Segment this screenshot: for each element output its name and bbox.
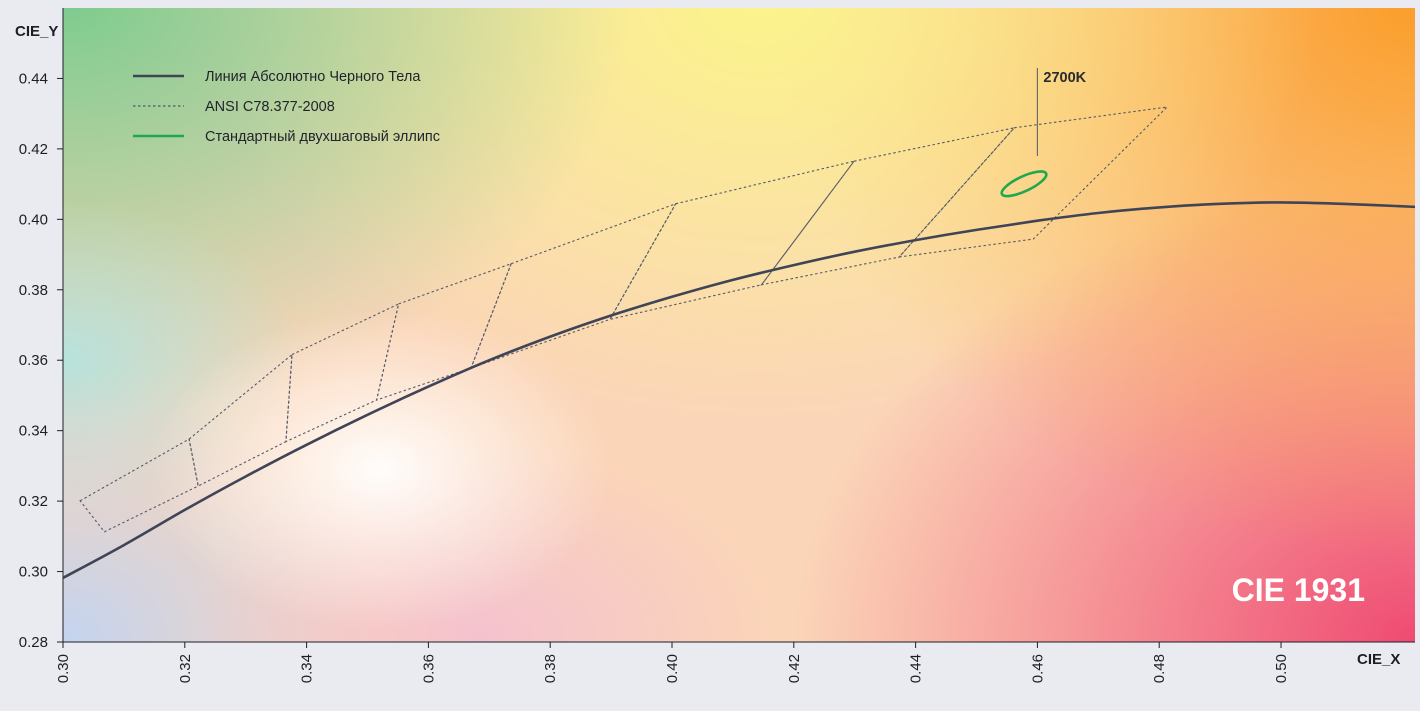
x-tick-label: 0.40	[664, 654, 681, 683]
y-tick-label: 0.34	[19, 423, 48, 440]
x-tick-label: 0.36	[420, 654, 437, 683]
y-axis-label: CIE_Y	[15, 23, 58, 40]
two-step-ellipse	[1000, 170, 1048, 198]
legend-label-ellipse: Стандартный двухшаговый эллипс	[205, 129, 440, 145]
y-tick-label: 0.40	[19, 211, 48, 228]
y-tick-label: 0.44	[19, 70, 48, 87]
y-tick-label: 0.38	[19, 282, 48, 299]
x-tick-label: 0.34	[299, 654, 316, 683]
y-tick-label: 0.42	[19, 141, 48, 158]
ansi-quadrangle	[79, 438, 199, 533]
ellipse-shape	[1000, 170, 1048, 198]
x-axis-label: CIE_X	[1357, 651, 1400, 668]
ansi-quadrangle	[608, 160, 856, 321]
y-tick-label: 0.32	[19, 493, 48, 510]
annotations: 2700K	[1036, 67, 1087, 156]
planckian-locus	[63, 201, 1415, 580]
x-tick-label: 0.42	[786, 654, 803, 683]
x-tick-label: 0.48	[1151, 654, 1168, 683]
y-tick-label: 0.30	[19, 564, 48, 581]
blackbody-curve	[63, 201, 1415, 580]
ansi-quadrangle	[470, 202, 677, 369]
x-ticks: 0.30 0.32 0.34 0.36 0.38 0.40 0.42 0.44 0.46 0.48…	[55, 642, 1290, 683]
x-tick-label: 0.32	[177, 654, 194, 683]
legend-label-blackbody: Линия Абсолютно Черного Тела	[205, 69, 421, 85]
y-ticks: 0.28 0.30 0.32 0.34 0.36 0.38 0.40 0.42 0.44	[19, 70, 63, 651]
cct-marker-label: 2700K	[1043, 70, 1086, 86]
y-tick-label: 0.28	[19, 634, 48, 651]
y-tick-label: 0.36	[19, 352, 48, 369]
legend-label-ansi: ANSI C78.377-2008	[205, 99, 335, 115]
ansi-quadrangle	[897, 106, 1169, 258]
legend: Линия Абсолютно Черного Тела ANSI C78.37…	[133, 69, 440, 145]
x-tick-label: 0.46	[1029, 654, 1046, 683]
x-tick-label: 0.30	[55, 654, 72, 683]
x-tick-label: 0.50	[1273, 654, 1290, 683]
x-tick-label: 0.44	[908, 654, 925, 683]
cie-watermark: CIE 1931	[1232, 572, 1365, 608]
x-tick-label: 0.38	[542, 654, 559, 683]
plot-background	[63, 8, 1415, 642]
